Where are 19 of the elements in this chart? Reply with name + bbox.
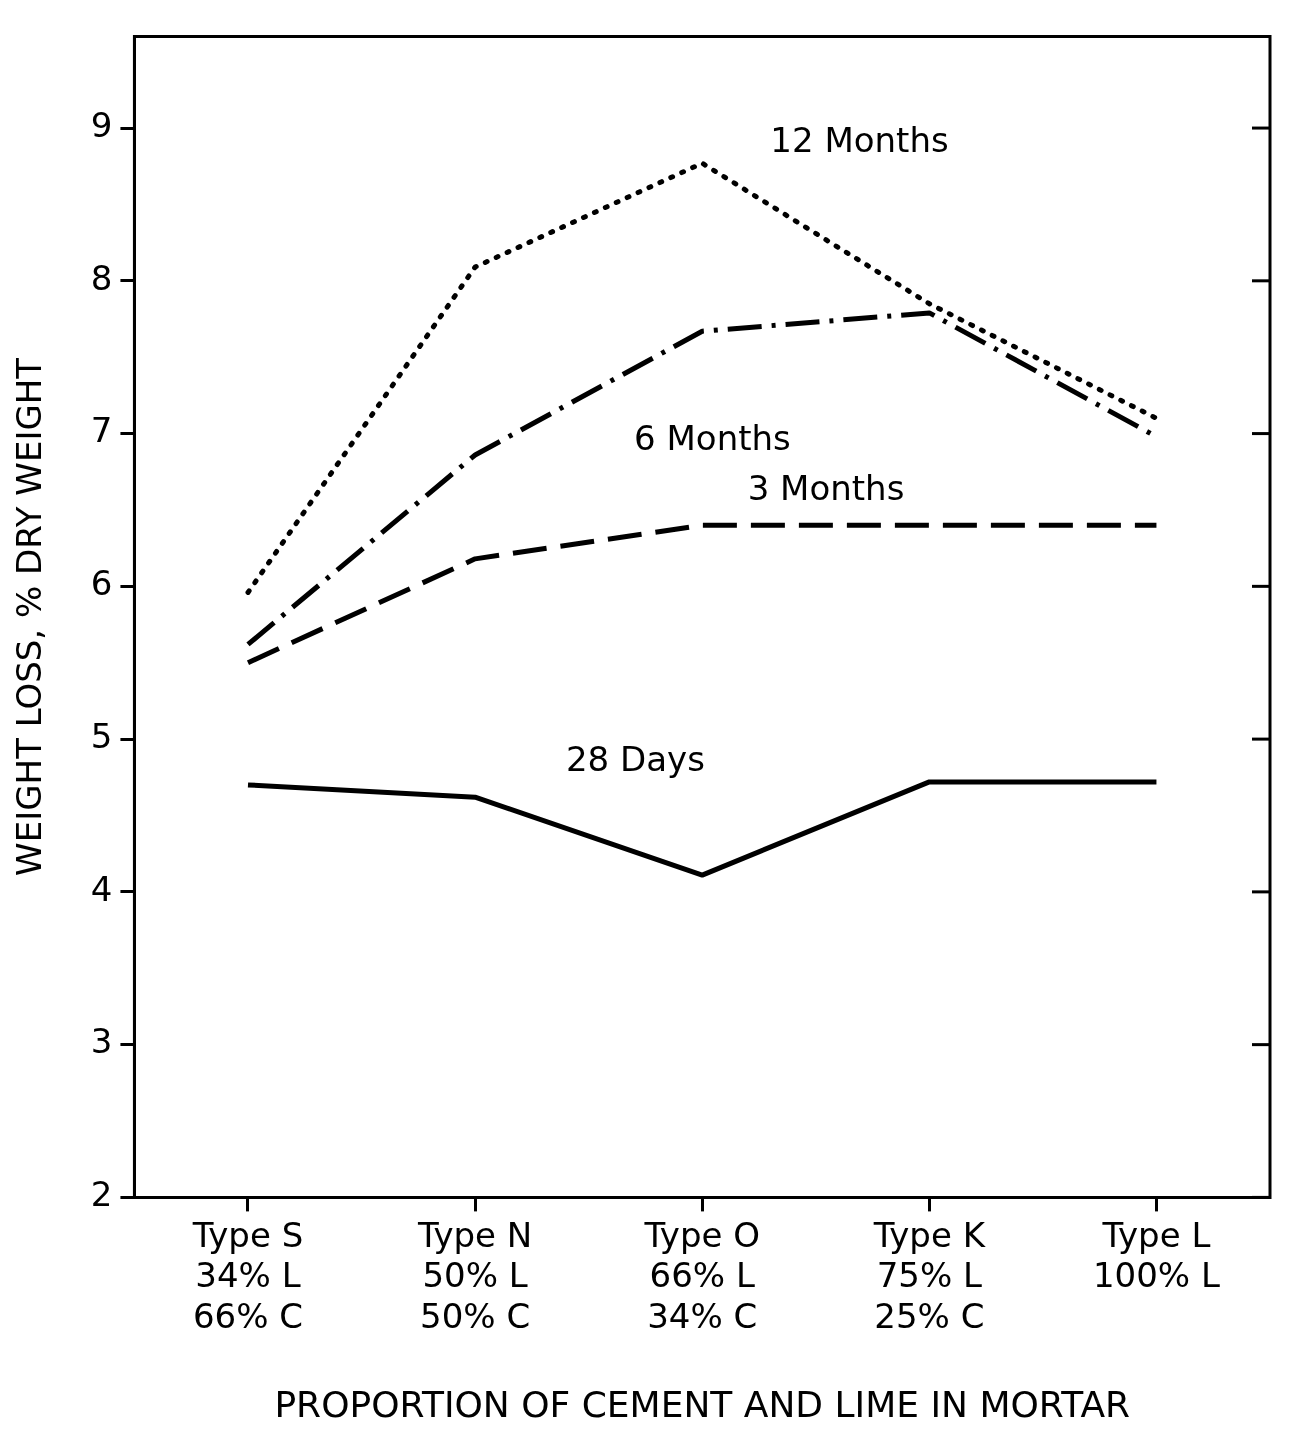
y-axis-title: WEIGHT LOSS, % DRY WEIGHT — [9, 357, 50, 876]
y-tick-label: 7 — [90, 410, 113, 451]
series-label: 3 Months — [747, 468, 905, 509]
y-tick-label: 5 — [90, 715, 113, 756]
y-tick-label: 8 — [90, 257, 113, 298]
x-axis-title: PROPORTION OF CEMENT AND LIME IN MORTAR — [274, 1383, 1131, 1425]
y-tick-label: 4 — [90, 868, 113, 909]
series-label: 28 Days — [565, 738, 705, 779]
x-tick-label: Type K 75% L 25% C — [872, 1214, 987, 1337]
y-tick-label: 3 — [90, 1021, 113, 1062]
x-tick-label: Type O 66% L 34% C — [643, 1214, 761, 1337]
x-tick-label: Type N 50% L 50% C — [416, 1214, 533, 1337]
x-tick-label: Type S 34% L 66% C — [191, 1214, 304, 1337]
series-label: 12 Months — [770, 120, 949, 161]
x-tick-label: Type L 100% L — [1092, 1214, 1220, 1296]
y-tick-label: 9 — [90, 104, 113, 145]
y-tick-label: 2 — [90, 1174, 113, 1215]
y-tick-label: 6 — [90, 563, 113, 604]
series-label: 6 Months — [634, 418, 791, 459]
